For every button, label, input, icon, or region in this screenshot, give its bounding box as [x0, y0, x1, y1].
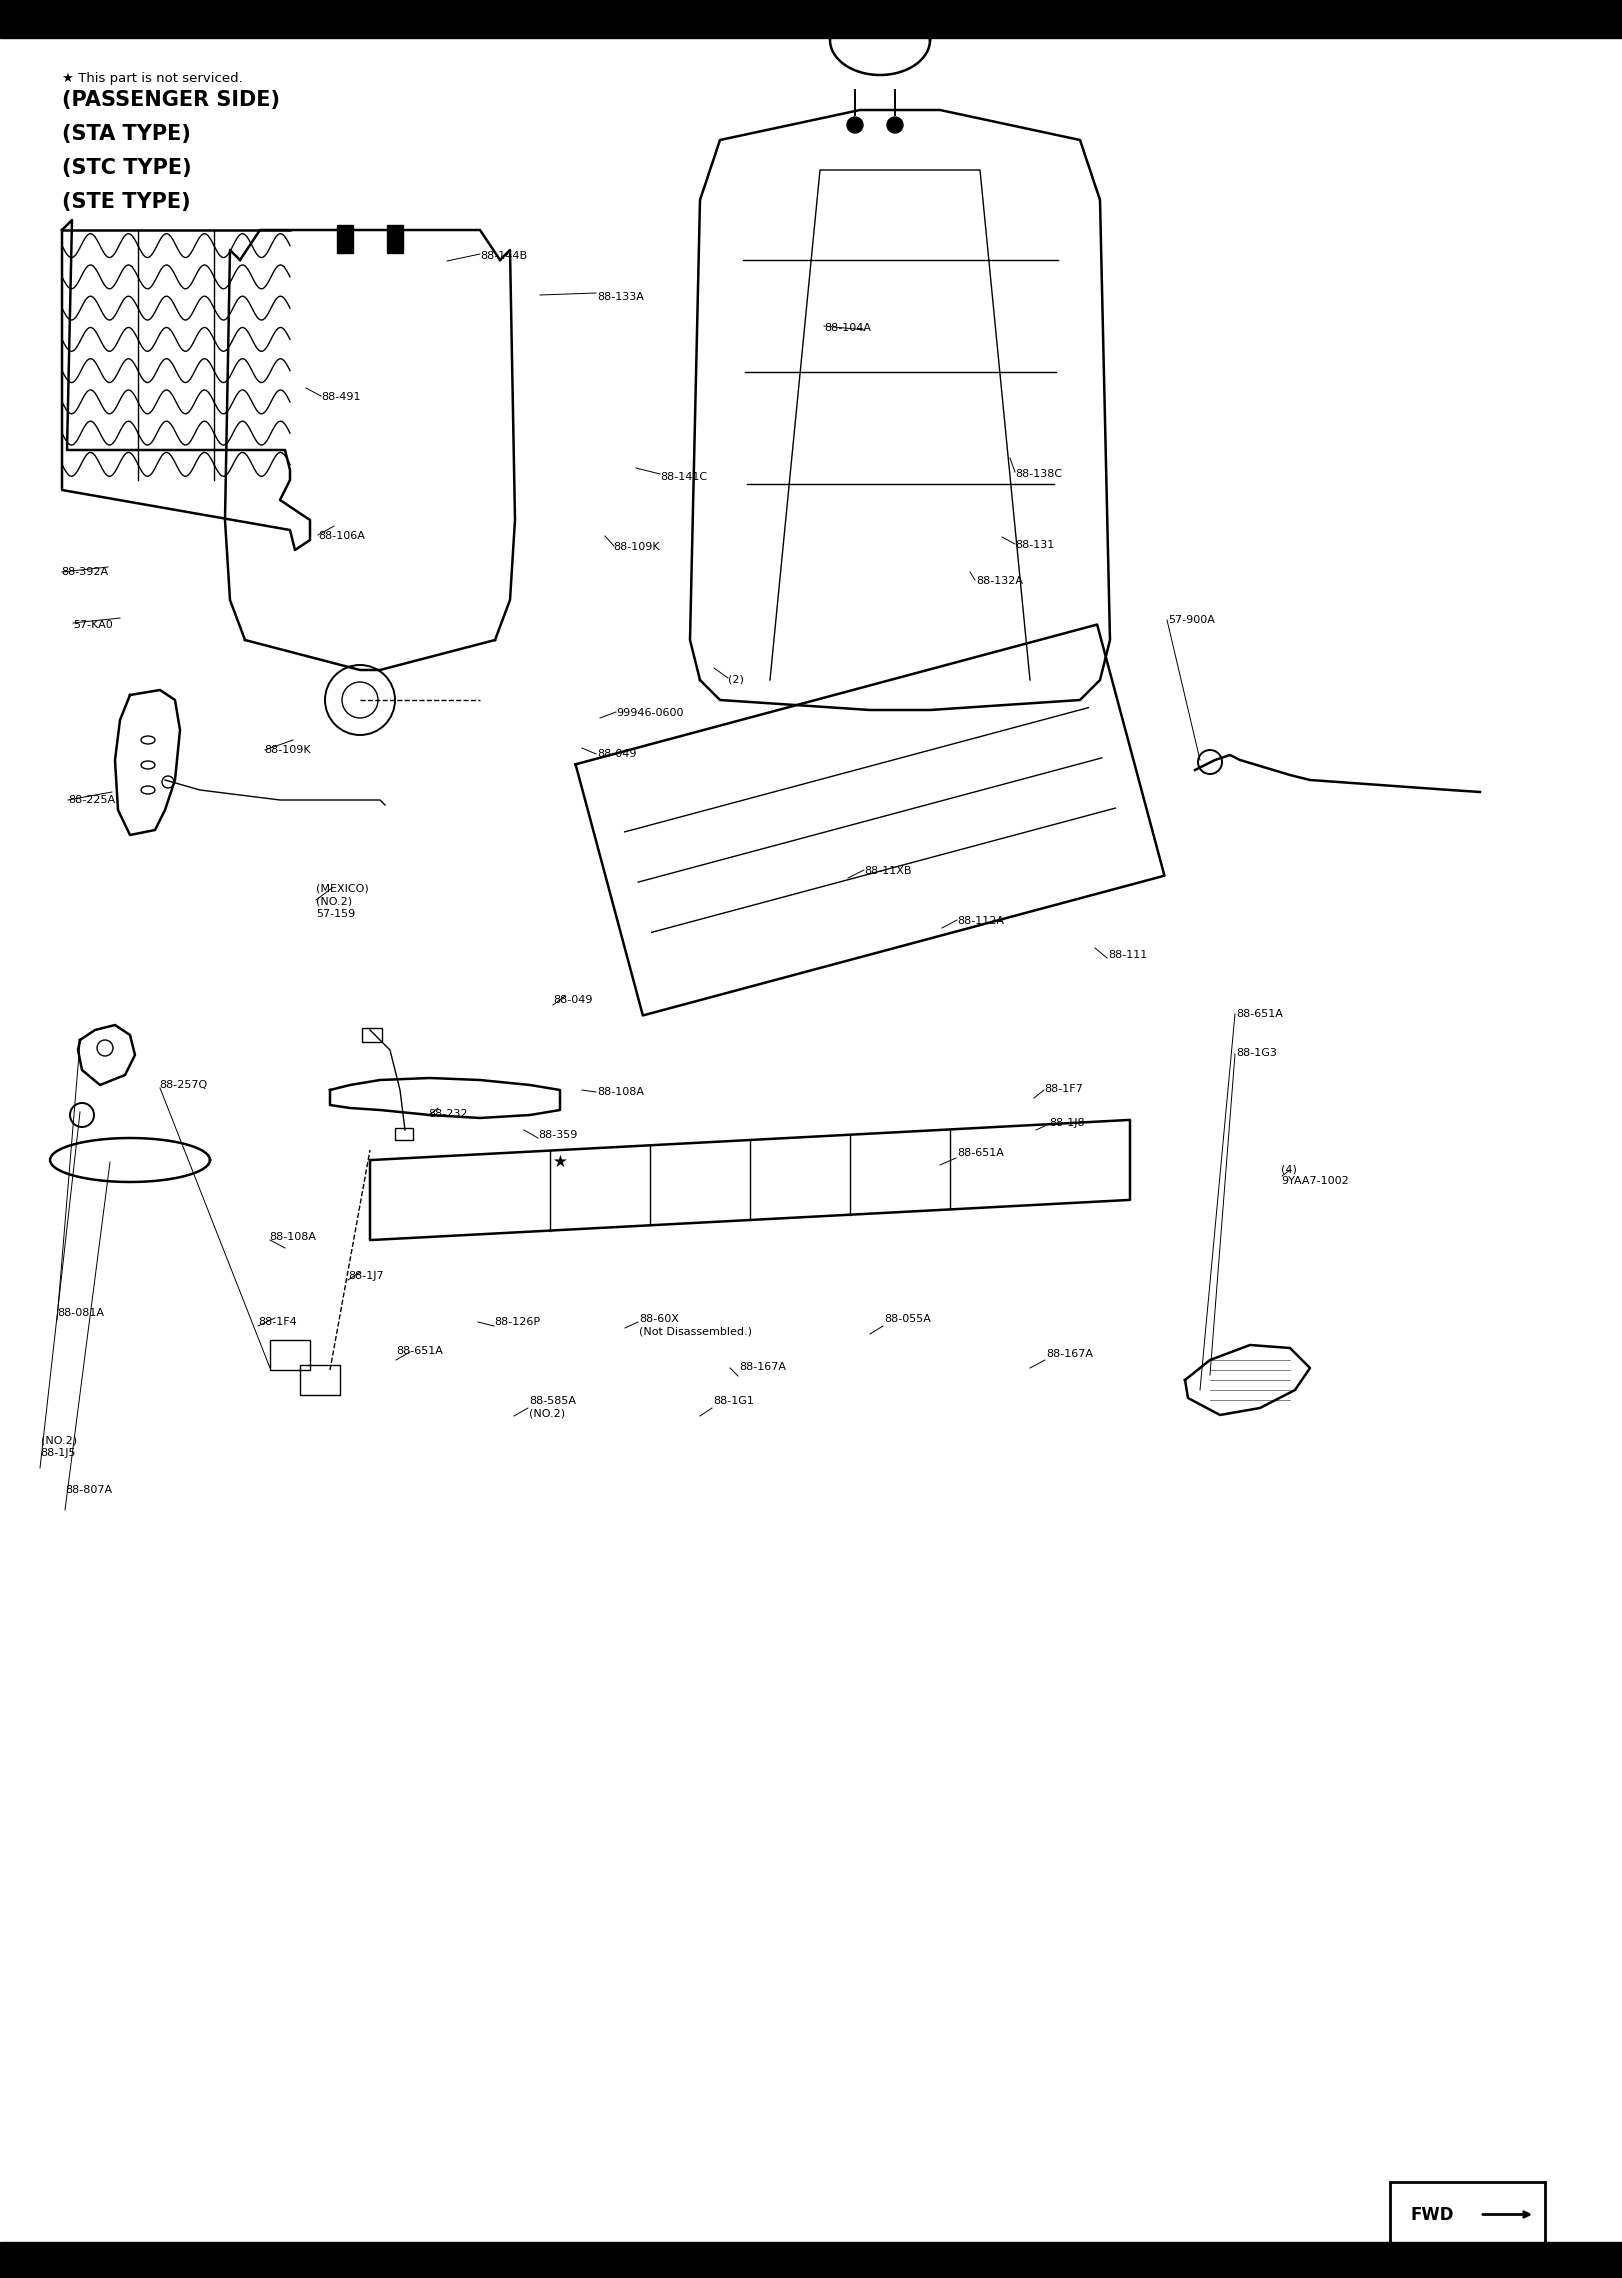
Text: 88-109K: 88-109K: [613, 542, 660, 551]
Text: 88-108A: 88-108A: [597, 1087, 644, 1096]
Bar: [362, 1027, 383, 1041]
Bar: [0, 2242, 1622, 2278]
Text: 88-167A: 88-167A: [1046, 1349, 1093, 1358]
Text: 88-131: 88-131: [1015, 540, 1054, 549]
Text: 88-108A: 88-108A: [269, 1232, 316, 1242]
Text: 88-651A: 88-651A: [957, 1148, 1004, 1157]
Bar: [269, 1339, 310, 1369]
Text: 88-1J8: 88-1J8: [1049, 1118, 1085, 1128]
Text: 88-491: 88-491: [321, 392, 360, 401]
Text: (STE TYPE): (STE TYPE): [62, 191, 191, 212]
Text: 88-1G1: 88-1G1: [714, 1396, 754, 1406]
Bar: [0, 0, 1622, 39]
Text: 88-049: 88-049: [597, 749, 636, 759]
Text: 88-144B: 88-144B: [480, 251, 527, 260]
Text: 88-60X
(Not Disassembled.): 88-60X (Not Disassembled.): [639, 1314, 753, 1337]
Text: 57-900A: 57-900A: [1168, 615, 1215, 624]
Bar: [388, 226, 402, 253]
Text: (4)
9YAA7-1002: (4) 9YAA7-1002: [1281, 1164, 1350, 1187]
Text: 88-359: 88-359: [539, 1130, 577, 1139]
Text: 88-109K: 88-109K: [264, 745, 311, 754]
Bar: [1390, 2182, 1546, 2246]
Text: 88-807A: 88-807A: [65, 1485, 112, 1494]
Text: 88-055A: 88-055A: [884, 1314, 931, 1324]
Text: 88-585A
(NO.2): 88-585A (NO.2): [529, 1396, 576, 1419]
Text: 88-111: 88-111: [1108, 950, 1147, 959]
Text: 57-KA0: 57-KA0: [73, 620, 114, 629]
Text: 88-1F7: 88-1F7: [1045, 1084, 1083, 1093]
Text: 88-126P: 88-126P: [495, 1317, 540, 1326]
Text: 99946-0600: 99946-0600: [616, 708, 684, 718]
Bar: [396, 1128, 414, 1139]
Text: (STC TYPE): (STC TYPE): [62, 157, 191, 178]
Text: 88-225A: 88-225A: [68, 795, 115, 804]
Text: 88-1G3: 88-1G3: [1236, 1048, 1277, 1057]
Text: (MEXICO)
(NO.2)
57-159: (MEXICO) (NO.2) 57-159: [316, 884, 370, 918]
Text: 88-138C: 88-138C: [1015, 469, 1062, 478]
Text: (NO.2)
88-1J5: (NO.2) 88-1J5: [41, 1435, 76, 1458]
Text: 88-651A: 88-651A: [1236, 1009, 1283, 1018]
Text: 88-104A: 88-104A: [824, 323, 871, 333]
Text: (STA TYPE): (STA TYPE): [62, 123, 191, 144]
Text: (2): (2): [728, 674, 744, 683]
Text: 88-392A: 88-392A: [62, 567, 109, 576]
Text: FWD: FWD: [1410, 2205, 1453, 2223]
Text: 88-106A: 88-106A: [318, 531, 365, 540]
Text: 88-133A: 88-133A: [597, 292, 644, 301]
Text: 88-132A: 88-132A: [976, 576, 1023, 585]
Text: 88-081A: 88-081A: [57, 1308, 104, 1317]
Text: 88-257Q: 88-257Q: [159, 1080, 208, 1089]
Text: 88-651A: 88-651A: [396, 1346, 443, 1355]
Bar: [337, 226, 354, 253]
Text: 88-049: 88-049: [553, 995, 592, 1005]
Bar: [300, 1365, 341, 1394]
Circle shape: [847, 116, 863, 132]
Circle shape: [887, 116, 903, 132]
Text: (PASSENGER SIDE): (PASSENGER SIDE): [62, 91, 281, 109]
Text: 88-1F4: 88-1F4: [258, 1317, 297, 1326]
Text: 88-1J7: 88-1J7: [349, 1271, 384, 1280]
Text: 88-232: 88-232: [428, 1109, 467, 1118]
Text: ★ This part is not serviced.: ★ This part is not serviced.: [62, 73, 243, 84]
Text: ★: ★: [553, 1153, 568, 1171]
Text: 88-167A: 88-167A: [740, 1362, 787, 1371]
Text: 88-11XB: 88-11XB: [865, 866, 912, 875]
Text: 88-141C: 88-141C: [660, 472, 707, 481]
Text: 88-112A: 88-112A: [957, 916, 1004, 925]
